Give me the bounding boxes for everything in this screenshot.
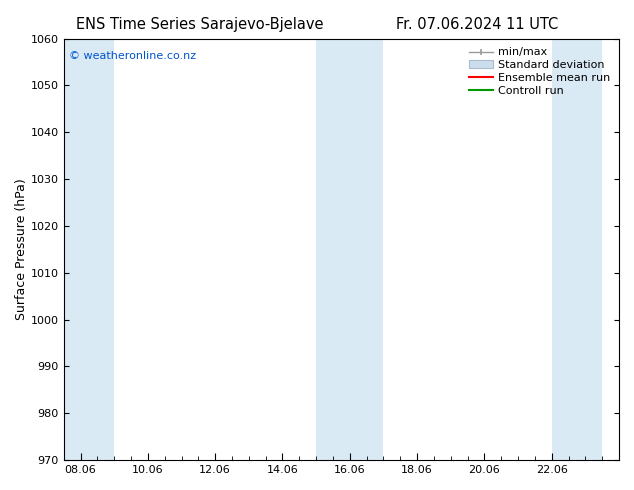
Bar	[64, 39, 114, 460]
Bar	[316, 39, 384, 460]
Bar	[552, 39, 602, 460]
Text: Fr. 07.06.2024 11 UTC: Fr. 07.06.2024 11 UTC	[396, 17, 558, 32]
Text: © weatheronline.co.nz: © weatheronline.co.nz	[69, 51, 197, 61]
Text: ENS Time Series Sarajevo-Bjelave: ENS Time Series Sarajevo-Bjelave	[76, 17, 323, 32]
Y-axis label: Surface Pressure (hPa): Surface Pressure (hPa)	[15, 178, 28, 320]
Legend: min/max, Standard deviation, Ensemble mean run, Controll run: min/max, Standard deviation, Ensemble me…	[465, 44, 614, 99]
